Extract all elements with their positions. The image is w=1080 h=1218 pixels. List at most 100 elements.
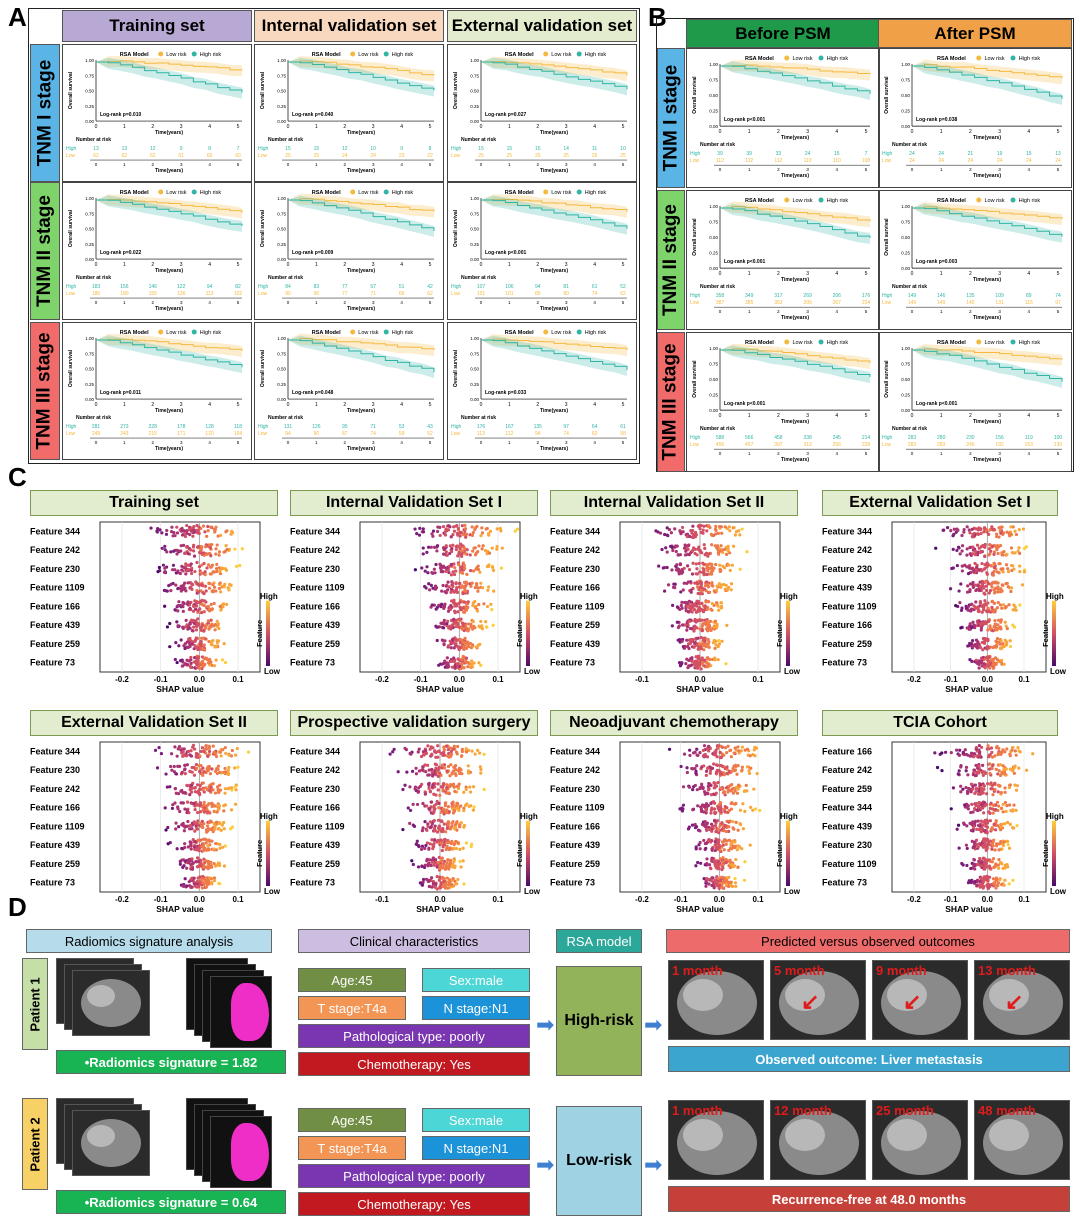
shap-point (408, 821, 412, 825)
shap-point (977, 568, 981, 572)
shap-point (441, 639, 445, 643)
y-tick-label: 0.00 (901, 408, 910, 413)
shap-point (458, 771, 462, 776)
feature-label: Feature 259 (30, 859, 80, 869)
shap-point (441, 884, 445, 889)
shap-point (428, 842, 432, 846)
shap-point (697, 605, 701, 610)
shap-point (987, 547, 991, 551)
risk-high-label: High (690, 435, 701, 441)
shap-point (447, 840, 451, 844)
x-tick-label: 1 (123, 124, 126, 130)
risk-low-count: 24 (968, 158, 974, 164)
shap-point (968, 582, 973, 586)
km-cell (686, 332, 880, 472)
shap-point (685, 766, 689, 770)
shap-point (707, 590, 712, 594)
shap-point (459, 565, 464, 569)
shap-point (462, 563, 466, 567)
risk-x-tick: 0 (911, 167, 914, 172)
legend-high-marker (576, 189, 582, 195)
x-tick-label: 4 (1027, 271, 1030, 277)
risk-x-label: Time(years) (347, 306, 375, 312)
shap-point (992, 561, 996, 565)
shap-point (427, 768, 431, 772)
shap-point (751, 808, 755, 812)
legend-high-marker (818, 55, 824, 61)
shap-point (971, 532, 975, 537)
shap-point (995, 645, 999, 649)
x-tick-label: -0.2 (115, 675, 129, 684)
x-axis-label: Time(years) (347, 408, 375, 414)
legend-title: RSA Model (745, 198, 774, 204)
shap-point (481, 544, 485, 548)
shap-point (684, 662, 688, 666)
y-tick-label: 0.50 (85, 227, 94, 232)
shap-point (981, 543, 985, 548)
shap-point (693, 641, 697, 645)
shap-point (698, 642, 702, 646)
shap-point (709, 840, 713, 844)
shap-point (440, 766, 444, 770)
risk-high-count: 135 (534, 424, 543, 430)
risk-x-tick: 1 (508, 162, 511, 167)
shap-point (222, 827, 226, 831)
color-bar-title: Feature (775, 840, 784, 867)
risk-low-count: 309 (803, 300, 812, 306)
shap-point (217, 881, 221, 885)
shap-point (983, 599, 987, 603)
shap-point (403, 783, 407, 787)
feature-label: Feature 166 (290, 803, 340, 813)
risk-high-count: 19 (997, 151, 1003, 157)
shap-point (204, 600, 208, 604)
y-tick-label: 0.00 (709, 266, 718, 271)
risk-high-count: 122 (177, 284, 186, 290)
shap-point (436, 788, 440, 792)
shap-point (446, 764, 451, 769)
shap-point (415, 839, 419, 843)
shap-point (199, 864, 203, 868)
shap-point (498, 526, 502, 531)
km-plot-a: RSA Model Low risk High risk 0.00 0.25 0.50 0.… (64, 46, 250, 180)
shap-point (205, 566, 209, 570)
legend-low-marker (158, 51, 164, 57)
shap-point (456, 744, 460, 749)
shap-point (446, 858, 450, 862)
shap-point (495, 544, 499, 549)
shap-point (424, 843, 428, 848)
legend-low-marker (543, 51, 549, 57)
shap-point (427, 781, 431, 785)
shap-point (429, 863, 433, 868)
shap-point (197, 823, 201, 828)
shap-point (671, 603, 675, 607)
column-header-a: External validation set (447, 10, 637, 42)
shap-point (690, 535, 695, 539)
shap-point (462, 666, 466, 670)
risk-x-label: Time(years) (347, 446, 375, 452)
shap-point (478, 751, 482, 755)
shap-point (444, 569, 448, 573)
shap-point (224, 751, 228, 756)
shap-point (204, 589, 208, 593)
shap-point (446, 820, 451, 824)
shap-point (962, 530, 966, 534)
shap-point (441, 753, 445, 757)
shap-point (430, 532, 434, 536)
shap-point (169, 550, 173, 554)
shap-point (983, 527, 987, 531)
y-axis-label: Overall survival (692, 76, 698, 114)
shap-point (730, 563, 734, 567)
shap-point (201, 647, 205, 651)
km-plot-b-svg: RSA Model Low risk High risk0.000.250.500.… (690, 197, 871, 321)
shap-point (697, 545, 701, 549)
shap-point (707, 783, 712, 787)
shap-point (727, 525, 731, 529)
x-tick-label: 0.1 (752, 675, 764, 684)
shap-point (455, 806, 459, 810)
risk-low-count: 112 (745, 158, 753, 164)
shap-point (940, 751, 944, 755)
risk-x-tick: 0 (287, 300, 290, 305)
x-tick-label: 4 (835, 271, 838, 277)
log-rank-pvalue: Log-rank p=0.033 (485, 390, 526, 396)
shap-point (972, 569, 976, 573)
